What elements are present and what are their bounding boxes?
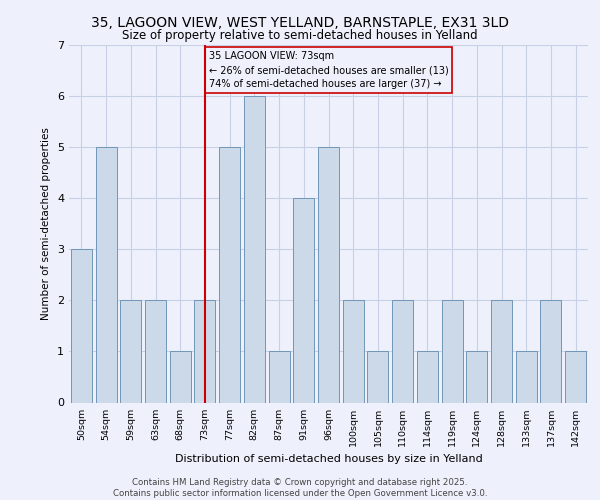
Bar bbox=[120, 300, 141, 402]
Bar bbox=[466, 352, 487, 403]
Bar bbox=[293, 198, 314, 402]
Bar bbox=[71, 250, 92, 402]
Bar bbox=[442, 300, 463, 402]
Bar bbox=[367, 352, 388, 403]
Bar bbox=[541, 300, 562, 402]
X-axis label: Distribution of semi-detached houses by size in Yelland: Distribution of semi-detached houses by … bbox=[175, 454, 482, 464]
Bar bbox=[194, 300, 215, 402]
Text: 35 LAGOON VIEW: 73sqm
← 26% of semi-detached houses are smaller (13)
74% of semi: 35 LAGOON VIEW: 73sqm ← 26% of semi-deta… bbox=[209, 51, 448, 89]
Bar bbox=[318, 147, 339, 403]
Bar bbox=[392, 300, 413, 402]
Bar bbox=[145, 300, 166, 402]
Bar bbox=[343, 300, 364, 402]
Bar bbox=[244, 96, 265, 402]
Bar bbox=[219, 147, 240, 403]
Bar bbox=[516, 352, 537, 403]
Y-axis label: Number of semi-detached properties: Number of semi-detached properties bbox=[41, 128, 52, 320]
Bar bbox=[269, 352, 290, 403]
Text: Contains HM Land Registry data © Crown copyright and database right 2025.
Contai: Contains HM Land Registry data © Crown c… bbox=[113, 478, 487, 498]
Bar bbox=[491, 300, 512, 402]
Bar bbox=[170, 352, 191, 403]
Bar bbox=[95, 147, 116, 403]
Text: Size of property relative to semi-detached houses in Yelland: Size of property relative to semi-detach… bbox=[122, 29, 478, 42]
Text: 35, LAGOON VIEW, WEST YELLAND, BARNSTAPLE, EX31 3LD: 35, LAGOON VIEW, WEST YELLAND, BARNSTAPL… bbox=[91, 16, 509, 30]
Bar bbox=[565, 352, 586, 403]
Bar bbox=[417, 352, 438, 403]
